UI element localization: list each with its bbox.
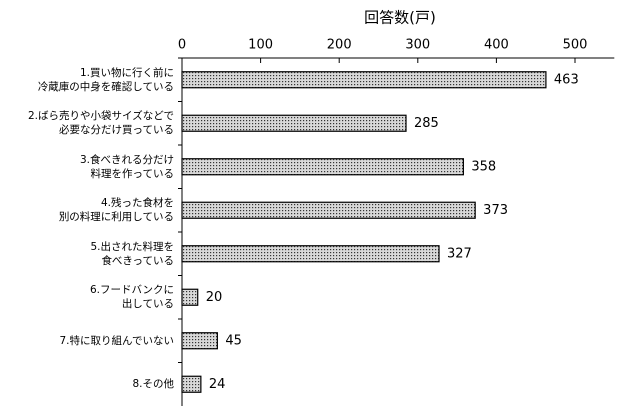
category-label: 1.買い物に行く前に 冷蔵庫の中身を確認している bbox=[37, 66, 174, 93]
bar bbox=[181, 332, 218, 350]
value-label: 45 bbox=[225, 333, 242, 348]
bar bbox=[181, 201, 476, 219]
category-label: 4.残った食材を 別の料理に利用している bbox=[58, 197, 174, 224]
bar bbox=[181, 71, 547, 89]
x-tick-label: 500 bbox=[563, 38, 588, 53]
x-tick-label: 0 bbox=[178, 38, 186, 53]
x-tick-label: 400 bbox=[484, 38, 509, 53]
value-label: 373 bbox=[483, 203, 508, 218]
value-label: 327 bbox=[447, 246, 472, 261]
bar bbox=[181, 375, 202, 393]
axis-title: 回答数(戸) bbox=[364, 9, 436, 27]
category-label: 5.出された料理を 食べきっている bbox=[90, 240, 174, 267]
bar bbox=[181, 114, 407, 132]
x-tick-label: 200 bbox=[327, 38, 352, 53]
bar bbox=[181, 245, 440, 263]
value-label: 285 bbox=[414, 116, 439, 131]
x-tick-label: 300 bbox=[405, 38, 430, 53]
category-label: 3.食べきれる分だけ 料理を作っている bbox=[79, 153, 174, 180]
x-tick-label: 100 bbox=[248, 38, 273, 53]
category-label: 7.特に取り組んでいない bbox=[59, 334, 175, 347]
value-label: 20 bbox=[206, 290, 223, 305]
category-label: 2.ばら売りや小袋サイズなどで 必要な分だけ買っている bbox=[28, 110, 174, 137]
bar bbox=[181, 288, 199, 306]
value-label: 24 bbox=[209, 377, 226, 392]
value-label: 463 bbox=[554, 72, 579, 87]
value-label: 358 bbox=[471, 159, 496, 174]
bar bbox=[181, 158, 464, 176]
category-label: 8.その他 bbox=[132, 378, 174, 391]
category-label: 6.フードバンクに 出している bbox=[89, 284, 174, 311]
